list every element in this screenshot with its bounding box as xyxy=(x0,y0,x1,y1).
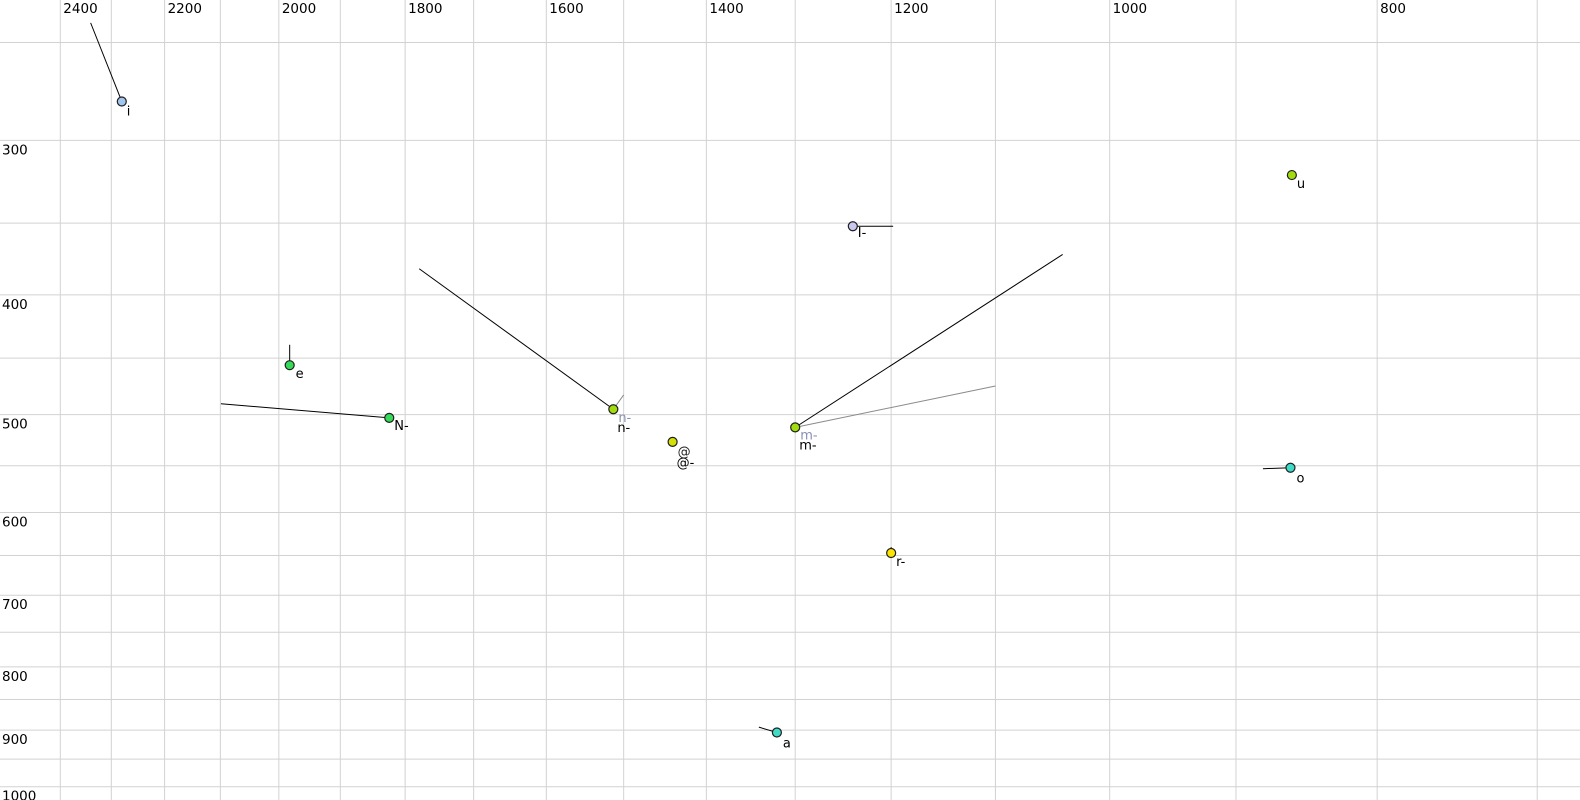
data-point-o xyxy=(1285,462,1296,473)
point-label-@--1: @- xyxy=(677,456,695,471)
tail-line-m--0 xyxy=(794,254,1063,428)
x-tick-label-2400: 2400 xyxy=(63,1,97,17)
point-label-o-0: o xyxy=(1296,472,1304,487)
point-label-a-0: a xyxy=(783,737,791,752)
point-label-m--0: m- xyxy=(800,428,818,443)
point-label-i-0: i xyxy=(127,104,131,119)
y-tick-label-300: 300 xyxy=(2,142,28,158)
point-label-m--1: m- xyxy=(799,438,817,453)
data-point-e xyxy=(284,360,295,371)
point-label-e-0: e xyxy=(296,367,304,382)
x-tick-label-1400: 1400 xyxy=(709,1,743,17)
point-label-n--1: n- xyxy=(617,421,630,436)
point-label-n--0: n- xyxy=(618,411,631,426)
data-point-n- xyxy=(608,404,619,415)
point-label-@--0: @ xyxy=(678,445,691,460)
x-tick-label-800: 800 xyxy=(1380,1,1406,17)
y-tick-label-900: 900 xyxy=(2,732,28,748)
y-tick-label-800: 800 xyxy=(2,669,28,685)
data-point-N- xyxy=(384,412,395,423)
data-point-r- xyxy=(886,547,897,559)
tail-line-layer xyxy=(90,22,1291,734)
tail-line-i-0 xyxy=(90,22,123,102)
data-point-layer xyxy=(116,96,1297,738)
point-label-layer: i u I-e N-n-n- @@- m-m-o r-a xyxy=(127,104,1305,751)
x-tick-label-1800: 1800 xyxy=(408,1,442,17)
point-label-I--0: I- xyxy=(858,226,867,241)
data-point-m- xyxy=(790,422,801,433)
x-tick-label-1000: 1000 xyxy=(1113,1,1147,17)
data-point-a xyxy=(771,727,782,738)
axis-tick-layer: 2400 2200 2000 1800 1600 1400 1200 1000 800 300 40… xyxy=(2,1,1406,800)
y-tick-label-600: 600 xyxy=(2,514,28,530)
tail-line-m--1 xyxy=(795,385,996,428)
tail-line-N--0 xyxy=(220,403,390,419)
data-point-u xyxy=(1286,169,1297,181)
y-tick-label-700: 700 xyxy=(2,597,28,613)
data-point-i xyxy=(116,96,127,107)
data-point-I- xyxy=(847,221,858,232)
data-point-@- xyxy=(667,436,678,447)
point-label-N--0: N- xyxy=(394,419,409,434)
x-tick-label-2000: 2000 xyxy=(282,1,316,17)
x-tick-label-2200: 2200 xyxy=(168,1,202,17)
point-label-r--0: r- xyxy=(896,555,906,570)
tail-line-n--0 xyxy=(418,268,614,410)
y-tick-label-400: 400 xyxy=(2,297,28,313)
point-label-u-0: u xyxy=(1297,177,1305,192)
x-tick-label-1600: 1600 xyxy=(549,1,583,17)
x-tick-label-1200: 1200 xyxy=(894,1,928,17)
y-tick-label-500: 500 xyxy=(2,417,28,433)
y-tick-label-1000: 1000 xyxy=(2,789,36,800)
